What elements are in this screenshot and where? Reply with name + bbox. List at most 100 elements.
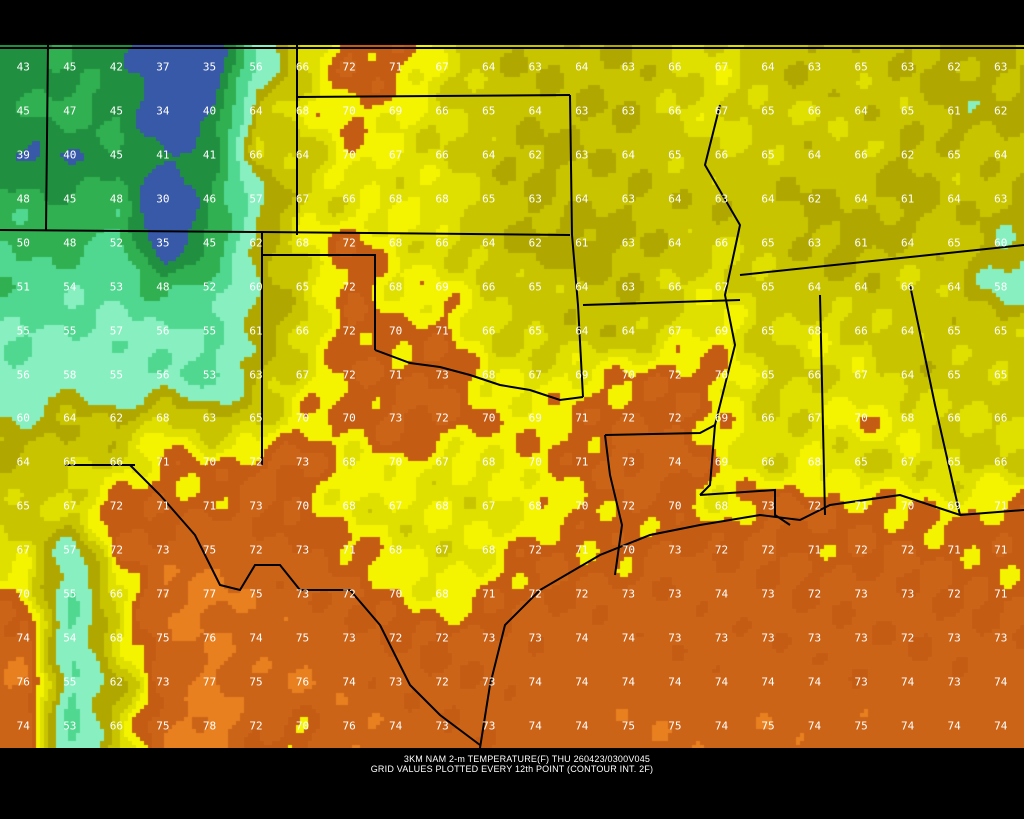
grid-value: 55 — [63, 324, 77, 338]
grid-value: 74 — [668, 455, 682, 469]
grid-value: 74 — [389, 719, 403, 733]
grid-value: 66 — [668, 104, 682, 118]
grid-value: 71 — [807, 543, 822, 557]
grid-value: 63 — [994, 60, 1008, 74]
grid-value: 71 — [994, 499, 1008, 513]
grid-value: 76 — [16, 675, 30, 689]
grid-value: 62 — [528, 148, 542, 162]
grid-value: 42 — [109, 60, 123, 74]
grid-value: 56 — [249, 60, 263, 74]
grid-value: 72 — [435, 675, 449, 689]
grid-value: 63 — [528, 192, 542, 206]
grid-value: 72 — [528, 587, 542, 601]
grid-value: 72 — [714, 543, 729, 557]
border-red-river — [374, 349, 584, 402]
grid-value: 67 — [901, 455, 915, 469]
grid-value: 68 — [435, 587, 449, 601]
grid-value: 58 — [994, 280, 1008, 294]
grid-value: 65 — [947, 236, 961, 250]
grid-value: 45 — [63, 60, 77, 74]
grid-value: 75 — [668, 719, 682, 733]
grid-value: 41 — [156, 148, 170, 162]
grid-value: 73 — [156, 675, 170, 689]
grid-value: 72 — [854, 543, 868, 557]
grid-value: 68 — [389, 280, 403, 294]
grid-value: 65 — [761, 236, 775, 250]
grid-value: 75 — [854, 719, 868, 733]
grid-value: 63 — [714, 192, 729, 206]
grid-value: 74 — [807, 675, 822, 689]
grid-value: 62 — [901, 148, 915, 162]
grid-value: 65 — [994, 324, 1008, 338]
grid-value: 66 — [295, 60, 310, 74]
grid-value: 70 — [714, 368, 729, 382]
map-subtitle: GRID VALUES PLOTTED EVERY 12th POINT (CO… — [370, 764, 654, 774]
grid-value: 69 — [714, 455, 729, 469]
grid-value: 65 — [854, 455, 868, 469]
grid-value: 55 — [63, 587, 77, 601]
grid-value: 73 — [249, 499, 263, 513]
grid-value: 74 — [807, 719, 822, 733]
grid-value: 66 — [109, 587, 123, 601]
grid-value: 63 — [807, 236, 822, 250]
grid-value: 76 — [295, 675, 310, 689]
grid-value: 72 — [435, 631, 449, 645]
grid-value: 40 — [63, 148, 77, 162]
state-borders — [0, 45, 1024, 748]
grid-value: 55 — [202, 324, 217, 338]
grid-value: 48 — [16, 192, 30, 206]
grid-value: 53 — [63, 719, 77, 733]
grid-value: 63 — [994, 192, 1008, 206]
grid-value: 52 — [202, 280, 217, 294]
grid-value: 74 — [16, 719, 30, 733]
grid-value: 55 — [63, 675, 77, 689]
grid-value: 60 — [16, 411, 30, 425]
grid-value: 72 — [249, 455, 263, 469]
grid-value: 57 — [63, 543, 77, 557]
grid-value: 65 — [761, 324, 775, 338]
grid-value: 70 — [389, 455, 403, 469]
grid-value: 64 — [482, 236, 496, 250]
grid-value: 62 — [807, 192, 822, 206]
grid-value: 73 — [994, 631, 1008, 645]
grid-value: 63 — [249, 368, 263, 382]
grid-value: 54 — [63, 631, 77, 645]
grid-value: 65 — [16, 499, 30, 513]
grid-value: 66 — [714, 236, 729, 250]
grid-value: 63 — [901, 60, 915, 74]
grid-value: 67 — [63, 499, 77, 513]
grid-value: 64 — [761, 192, 775, 206]
grid-value: 47 — [63, 104, 77, 118]
grid-value: 73 — [389, 411, 403, 425]
grid-value: 71 — [575, 543, 589, 557]
grid-value: 72 — [109, 543, 123, 557]
temperature-color-field — [0, 45, 1024, 748]
grid-value: 70 — [621, 368, 635, 382]
grid-value: 64 — [575, 60, 589, 74]
grid-value: 73 — [435, 719, 449, 733]
grid-value: 73 — [295, 455, 310, 469]
grid-value: 65 — [901, 104, 915, 118]
map-title: 3KM NAM 2-m TEMPERATURE(F) THU 260423/03… — [403, 754, 651, 764]
border-ms-al — [819, 294, 826, 516]
grid-value: 75 — [202, 543, 217, 557]
grid-value: 74 — [249, 631, 263, 645]
grid-value: 70 — [342, 411, 356, 425]
grid-value: 73 — [947, 631, 961, 645]
grid-value: 63 — [621, 280, 635, 294]
grid-value: 66 — [482, 280, 496, 294]
grid-value: 64 — [295, 148, 310, 162]
grid-value: 70 — [621, 543, 635, 557]
grid-value: 74 — [901, 675, 915, 689]
grid-value: 61 — [249, 324, 263, 338]
grid-value: 67 — [435, 543, 449, 557]
border-mo-ar — [582, 299, 741, 306]
grid-value: 68 — [156, 411, 170, 425]
border-al-ga — [909, 284, 961, 516]
grid-value: 77 — [156, 587, 170, 601]
grid-value: 67 — [854, 368, 868, 382]
grid-value: 68 — [807, 455, 822, 469]
grid-value: 64 — [482, 60, 496, 74]
border-co-west — [45, 45, 49, 231]
grid-value: 74 — [947, 719, 961, 733]
